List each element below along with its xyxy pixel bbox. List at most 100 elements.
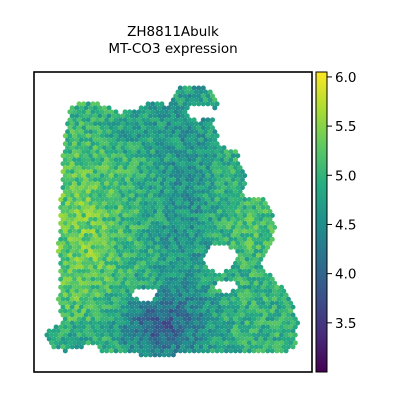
expression-spot [129, 201, 135, 206]
expression-spot [164, 324, 169, 330]
expression-spot [131, 300, 137, 306]
expression-spot [203, 169, 209, 175]
expression-spot [251, 213, 257, 218]
expression-spot [182, 125, 188, 131]
expression-spot [196, 260, 202, 266]
expression-spot [92, 304, 98, 310]
expression-spot [267, 344, 273, 350]
expression-spot [118, 213, 123, 218]
expression-spot [58, 308, 64, 314]
expression-spot [159, 197, 165, 202]
expression-spot [210, 157, 215, 163]
expression-spot [226, 240, 232, 246]
expression-spot [141, 284, 146, 290]
expression-spot [285, 336, 291, 342]
expression-spot [175, 89, 181, 95]
expression-spot [97, 264, 103, 270]
expression-spot [90, 228, 96, 234]
expression-spot [159, 189, 165, 195]
expression-spot [180, 145, 186, 151]
expression-spot [129, 336, 135, 342]
expression-spot [143, 161, 149, 167]
expression-spot [216, 336, 222, 342]
expression-spot [164, 109, 169, 115]
expression-spot [262, 280, 268, 286]
expression-spot [124, 113, 130, 119]
expression-spot [230, 177, 236, 183]
expression-spot [226, 336, 232, 342]
expression-spot [161, 352, 167, 358]
expression-spot [170, 344, 176, 350]
expression-spot [124, 177, 130, 183]
expression-spot [260, 308, 266, 314]
expression-spot [95, 228, 100, 234]
expression-spot [253, 216, 259, 222]
expression-spot [228, 236, 234, 242]
expression-spot [212, 97, 218, 103]
expression-spot [81, 244, 87, 250]
expression-spot [154, 228, 160, 234]
expression-spot [274, 300, 280, 306]
expression-spot [111, 336, 117, 342]
expression-spot [78, 201, 84, 206]
expression-spot [129, 280, 135, 286]
expression-spot [111, 232, 117, 238]
expression-spot [92, 153, 98, 159]
expression-spot [184, 280, 190, 286]
expression-spot [164, 189, 169, 195]
expression-spot [228, 324, 234, 330]
expression-spot [81, 332, 87, 338]
expression-spot [276, 328, 282, 334]
expression-spot [124, 336, 130, 342]
expression-spot [198, 216, 204, 222]
expression-spot [106, 312, 112, 318]
expression-spot [166, 193, 172, 198]
expression-spot [191, 173, 197, 179]
expression-spot [246, 308, 252, 314]
expression-spot [76, 292, 82, 298]
expression-spot [127, 260, 133, 266]
expression-spot [180, 193, 186, 198]
expression-spot [131, 189, 137, 195]
expression-spot [115, 296, 121, 302]
expression-spot [58, 284, 64, 290]
expression-spot [173, 117, 179, 123]
expression-spot [145, 189, 151, 195]
expression-spot [83, 328, 89, 334]
expression-spot [69, 320, 75, 326]
expression-spot [262, 344, 268, 350]
expression-spot [104, 260, 110, 266]
expression-spot [122, 268, 128, 274]
expression-spot [205, 125, 211, 131]
expression-spot [187, 189, 192, 195]
expression-spot [152, 224, 158, 230]
expression-spot [196, 244, 202, 250]
expression-spot [164, 133, 169, 139]
expression-spot [235, 272, 241, 278]
expression-spot [269, 316, 275, 322]
expression-spot [219, 308, 225, 314]
expression-spot [166, 256, 172, 262]
expression-spot [78, 336, 84, 342]
expression-spot [147, 169, 153, 175]
expression-spot [189, 193, 195, 198]
expression-spot [223, 149, 229, 155]
expression-spot [269, 236, 275, 242]
expression-spot [177, 292, 183, 298]
expression-spot [210, 308, 215, 314]
expression-spot [122, 300, 128, 306]
expression-spot [207, 209, 213, 214]
expression-spot [136, 252, 142, 258]
expression-spot [180, 232, 186, 238]
expression-spot [143, 177, 149, 183]
expression-spot [177, 181, 183, 187]
expression-spot [83, 336, 89, 342]
expression-spot [246, 220, 252, 226]
expression-spot [180, 113, 186, 119]
expression-spot [196, 205, 202, 210]
expression-spot [55, 344, 61, 350]
expression-spot [267, 216, 273, 222]
expression-spot [97, 304, 103, 310]
expression-spot [184, 256, 190, 262]
expression-spot [166, 280, 172, 286]
